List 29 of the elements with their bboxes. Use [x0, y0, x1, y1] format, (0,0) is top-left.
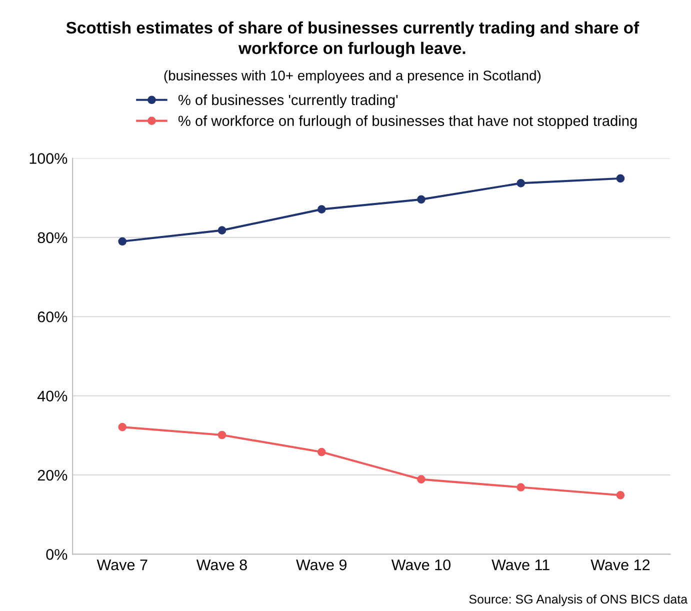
point: [218, 430, 226, 440]
y-tick-label: 100%: [30, 153, 68, 164]
point: [516, 483, 526, 492]
y-tick-label: 20%: [38, 470, 68, 481]
x-tick-label: Wave 11: [492, 560, 550, 570]
chart-title: Scottish estimates of share of businesses currently trading and share of workforce on furlough leave.: [66, 21, 640, 58]
point: [516, 179, 526, 188]
x-tick-label: Wave 12: [590, 559, 650, 570]
y-tick-label: 0%: [46, 549, 68, 560]
point: [218, 226, 226, 234]
x-tick-label: Wave 7: [96, 560, 148, 570]
source-note: Source: SG Analysis of ONS BICS data: [469, 594, 688, 606]
x-tick-label: Wave 10: [391, 559, 450, 570]
point: [317, 205, 326, 214]
legend-label: % of businesses 'currently trading': [178, 94, 398, 108]
legend-label: % of workforce on furlough of businesses that have not stopped trading: [178, 115, 637, 129]
x-tick-label: Wave 8: [196, 559, 247, 570]
x-tick-label: Wave 9: [296, 559, 346, 570]
point: [118, 237, 127, 246]
point: [417, 195, 426, 204]
y-tick-label: 60%: [38, 311, 68, 322]
point: [616, 174, 625, 183]
y-tick-label: 40%: [37, 390, 68, 402]
y-tick-label: 80%: [38, 232, 68, 244]
point: [417, 475, 426, 484]
point: [317, 448, 326, 456]
chart-subtitle: (businesses with 10+ employees and a presence in Scotland): [164, 70, 541, 84]
point: [118, 422, 127, 432]
point: [616, 491, 625, 500]
